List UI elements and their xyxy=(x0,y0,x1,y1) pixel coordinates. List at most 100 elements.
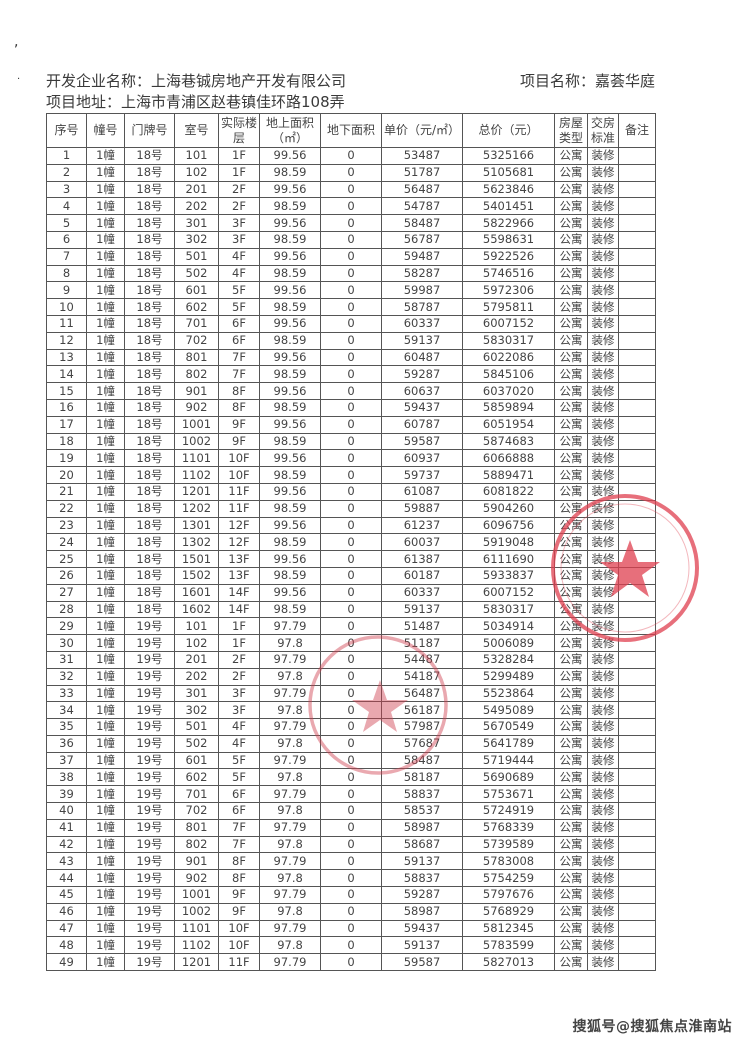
table-cell: 44 xyxy=(46,869,87,888)
table-cell: 56487 xyxy=(381,180,463,199)
table-cell: 5746516 xyxy=(462,264,555,283)
table-cell xyxy=(618,163,656,182)
table-cell: 99.56 xyxy=(259,348,321,367)
table-cell: 装修 xyxy=(587,785,619,804)
table-cell: 9F xyxy=(218,415,260,434)
table-cell: 18号 xyxy=(124,550,175,568)
table-cell: 公寓 xyxy=(554,147,588,165)
table-cell: 12 xyxy=(46,331,87,350)
table-cell: 0 xyxy=(320,331,382,350)
table-cell: 58787 xyxy=(381,298,463,316)
table-cell: 公寓 xyxy=(554,482,588,501)
table-cell: 装修 xyxy=(587,382,619,400)
table-cell: 1602 xyxy=(174,600,219,619)
table-cell: 22 xyxy=(46,499,87,518)
table-cell: 1幢 xyxy=(86,331,125,350)
table-cell: 57987 xyxy=(381,718,463,736)
table-cell: 装修 xyxy=(587,818,619,837)
table-cell xyxy=(618,701,656,720)
table-cell: 201 xyxy=(174,650,219,669)
table-cell: 60187 xyxy=(381,566,463,585)
table-cell: 5845106 xyxy=(462,365,555,384)
table-cell: 4F xyxy=(218,718,260,736)
table-cell: 57687 xyxy=(381,734,463,753)
table-cell: 装修 xyxy=(587,886,619,904)
table-cell xyxy=(618,398,656,417)
table-cell: 装修 xyxy=(587,348,619,367)
table-cell: 98.59 xyxy=(259,499,321,518)
table-cell: 38 xyxy=(46,768,87,787)
table-cell: 1F xyxy=(218,634,260,652)
table-cell: 1幢 xyxy=(86,667,125,686)
table-cell: 51787 xyxy=(381,163,463,182)
table-cell: 5933837 xyxy=(462,566,555,585)
table-row: 2 1幢 18号 102 1F 98.59 0 51787 5105681 公寓 装修 xyxy=(46,163,656,182)
table-cell: 0 xyxy=(320,533,382,552)
table-row: 48 1幢 19号 1102 10F 97.8 0 59137 5783599 公寓 装修 xyxy=(46,936,656,955)
table-cell: 53487 xyxy=(381,147,463,165)
table-cell xyxy=(618,751,656,770)
table-cell: 公寓 xyxy=(554,163,588,182)
table-cell: 6 xyxy=(46,230,87,249)
table-cell xyxy=(618,147,656,165)
table-cell: 1幢 xyxy=(86,718,125,736)
table-cell: 19号 xyxy=(124,852,175,871)
table-row: 15 1幢 18号 901 8F 99.56 0 60637 6037020 公寓 装修 xyxy=(46,382,656,400)
column-header: 交房标准 xyxy=(587,113,619,148)
table-cell xyxy=(618,919,656,938)
table-cell: 35 xyxy=(46,718,87,736)
table-cell: 18号 xyxy=(124,398,175,417)
table-cell: 公寓 xyxy=(554,298,588,316)
table-cell: 1301 xyxy=(174,516,219,535)
table-cell: 58487 xyxy=(381,751,463,770)
table-cell: 99.56 xyxy=(259,482,321,501)
table-cell: 18号 xyxy=(124,533,175,552)
table-cell: 97.8 xyxy=(259,667,321,686)
developer-name: 开发企业名称：上海巷铖房地产开发有限公司 xyxy=(46,72,347,90)
table-cell: 6081822 xyxy=(462,482,555,501)
table-cell: 装修 xyxy=(587,331,619,350)
table-cell: 18号 xyxy=(124,432,175,451)
table-cell: 装修 xyxy=(587,415,619,434)
table-cell: 5401451 xyxy=(462,197,555,216)
table-cell: 14F xyxy=(218,583,260,602)
table-cell xyxy=(618,331,656,350)
table-cell xyxy=(618,953,656,972)
table-cell: 0 xyxy=(320,953,382,972)
table-cell: 59587 xyxy=(381,953,463,972)
table-cell: 6096756 xyxy=(462,516,555,535)
table-row: 39 1幢 19号 701 6F 97.79 0 58837 5753671 公寓 装修 xyxy=(46,785,656,804)
table-cell: 0 xyxy=(320,147,382,165)
table-cell: 18号 xyxy=(124,449,175,468)
table-cell: 公寓 xyxy=(554,701,588,720)
table-cell: 3 xyxy=(46,180,87,199)
table-cell: 装修 xyxy=(587,566,619,585)
table-cell: 0 xyxy=(320,180,382,199)
table-cell: 4F xyxy=(218,247,260,266)
table-row: 36 1幢 19号 502 4F 97.8 0 57687 5641789 公寓 装修 xyxy=(46,734,656,753)
table-cell: 1幢 xyxy=(86,482,125,501)
table-cell xyxy=(618,869,656,888)
table-row: 35 1幢 19号 501 4F 97.79 0 57987 5670549 公寓 装修 xyxy=(46,718,656,736)
table-cell xyxy=(618,382,656,400)
table-cell xyxy=(618,600,656,619)
table-cell: 5972306 xyxy=(462,281,555,300)
table-cell: 56187 xyxy=(381,701,463,720)
table-cell: 97.79 xyxy=(259,650,321,669)
table-cell: 19号 xyxy=(124,953,175,972)
table-cell: 801 xyxy=(174,348,219,367)
watermark: 搜狐号@搜狐焦点淮南站 xyxy=(572,1019,732,1035)
table-cell xyxy=(618,835,656,854)
table-cell: 公寓 xyxy=(554,600,588,619)
table-cell: 97.8 xyxy=(259,634,321,652)
table-row: 24 1幢 18号 1302 12F 98.59 0 60037 5919048 公寓 装修 xyxy=(46,533,656,552)
table-cell: 5922526 xyxy=(462,247,555,266)
table-cell: 59287 xyxy=(381,365,463,384)
scan-mark: , xyxy=(14,34,19,50)
table-cell: 3F xyxy=(218,214,260,232)
table-cell: 5919048 xyxy=(462,533,555,552)
table-cell: 1幢 xyxy=(86,163,125,182)
table-cell: 6111690 xyxy=(462,550,555,568)
table-cell: 0 xyxy=(320,163,382,182)
table-cell: 99.56 xyxy=(259,516,321,535)
